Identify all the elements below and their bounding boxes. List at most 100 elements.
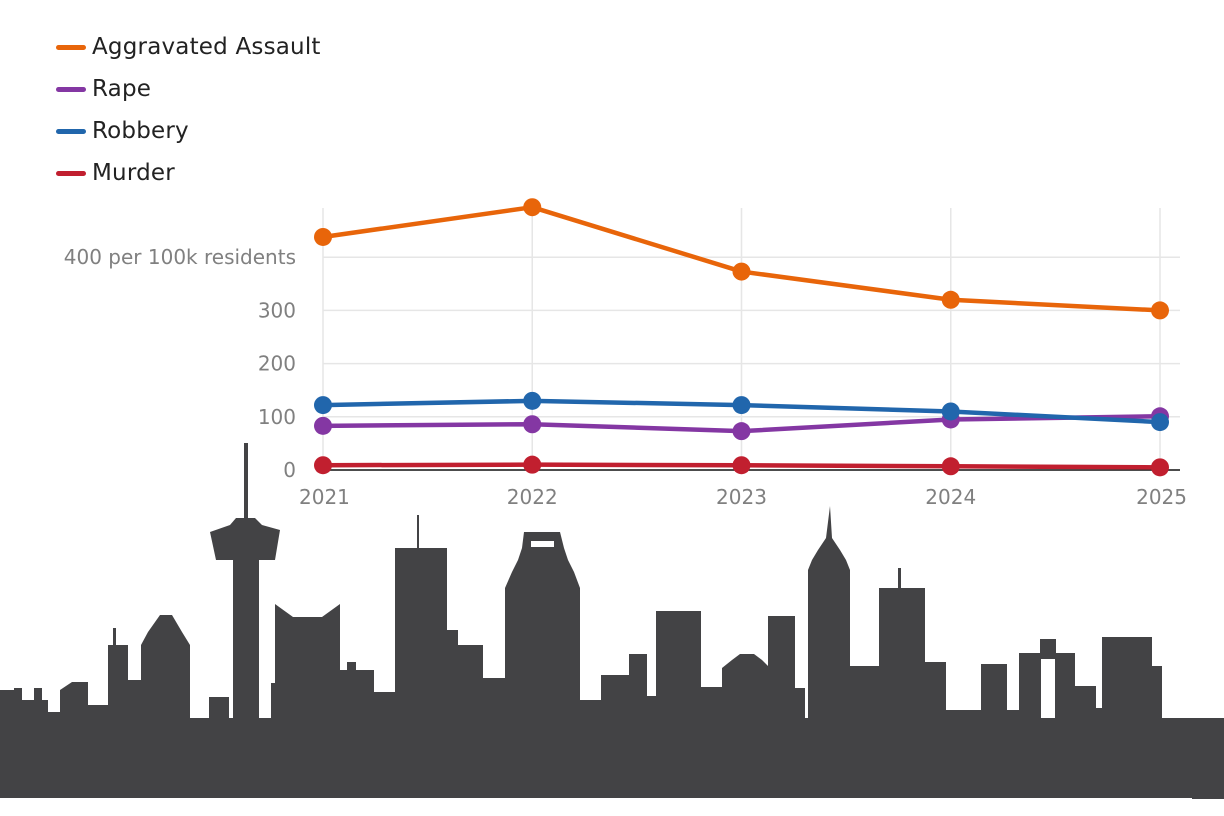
y-tick-label: 200 xyxy=(258,352,296,376)
skyline-building xyxy=(768,616,795,731)
data-point xyxy=(732,456,751,475)
skyline-building xyxy=(700,687,722,727)
data-series xyxy=(314,198,1169,477)
legend-label: Aggravated Assault xyxy=(92,34,321,60)
skyline-building xyxy=(108,645,128,725)
x-tick-label: 2021 xyxy=(299,485,350,509)
skyline-building xyxy=(14,688,22,718)
skyline-building xyxy=(898,568,901,590)
data-point xyxy=(1151,413,1169,432)
x-tick-label: 2025 xyxy=(1136,485,1187,509)
skyline-building xyxy=(198,718,210,730)
skyline-building xyxy=(275,604,340,728)
legend-item-murder: Murder xyxy=(56,152,321,194)
skyline-building xyxy=(48,712,62,732)
skyline-building xyxy=(457,645,483,735)
skyline-building xyxy=(1040,639,1056,659)
skyline-building xyxy=(113,628,116,648)
skyline-building xyxy=(190,718,200,738)
skyline-building xyxy=(879,588,925,728)
city-skyline-silhouette xyxy=(0,443,1224,799)
x-axis-ticks: 2021 2022 2023 2024 2025 xyxy=(299,485,1187,509)
data-point xyxy=(523,415,542,434)
y-tick-label: 0 xyxy=(283,458,296,482)
series-murder xyxy=(314,455,1169,477)
y-tick-label: 400 per 100k residents xyxy=(64,245,296,269)
data-point xyxy=(732,422,751,441)
legend-label: Rape xyxy=(92,76,152,102)
skyline-building xyxy=(258,728,272,738)
skyline-building xyxy=(1019,653,1041,733)
skyline-building xyxy=(446,630,458,730)
data-point xyxy=(732,262,751,281)
skyline-building xyxy=(656,611,701,731)
skyline-building xyxy=(233,555,259,730)
data-point xyxy=(732,396,751,415)
skyline-building xyxy=(1102,637,1152,732)
skyline-building xyxy=(417,515,419,550)
legend-swatch xyxy=(56,44,86,50)
skyline-building xyxy=(945,710,981,730)
skyline-window xyxy=(531,541,554,547)
skyline-building xyxy=(601,675,631,735)
legend-label: Robbery xyxy=(92,118,189,144)
data-point xyxy=(314,227,332,246)
chart-legend: Aggravated Assault Rape Robbery Murder xyxy=(56,26,321,194)
skyline-building xyxy=(34,688,42,708)
data-point xyxy=(1151,458,1169,477)
y-axis-ticks: 0 100 200 300 400 per 100k residents xyxy=(64,245,296,482)
legend-swatch xyxy=(56,128,86,134)
skyline-building xyxy=(629,654,647,734)
x-tick-label: 2024 xyxy=(925,485,976,509)
legend-swatch xyxy=(56,170,86,176)
skyline-building xyxy=(1005,710,1021,730)
legend-label: Murder xyxy=(92,160,175,186)
y-tick-label: 300 xyxy=(258,298,296,322)
skyline-building xyxy=(1074,686,1096,726)
skyline-building xyxy=(505,532,580,728)
skyline-building xyxy=(60,682,88,718)
legend-swatch xyxy=(56,86,86,92)
skyline-building xyxy=(924,662,946,732)
skyline-building xyxy=(482,678,508,728)
data-point xyxy=(523,455,542,474)
skyline-building xyxy=(271,683,277,733)
skyline-building xyxy=(1055,653,1075,733)
data-point xyxy=(523,391,542,410)
skyline-building xyxy=(244,443,248,523)
series-robbery xyxy=(314,391,1169,432)
data-point xyxy=(1151,301,1169,320)
skyline-building xyxy=(808,506,850,728)
legend-item-aggravated-assault: Aggravated Assault xyxy=(56,26,321,68)
skyline-building xyxy=(210,518,280,560)
skyline-building xyxy=(340,670,374,730)
skyline-building xyxy=(578,700,602,730)
legend-item-robbery: Robbery xyxy=(56,110,321,152)
skyline-building xyxy=(1096,708,1104,728)
skyline-building xyxy=(128,680,143,730)
y-tick-label: 100 xyxy=(258,405,296,429)
skyline-building xyxy=(88,705,110,725)
skyline-building xyxy=(1192,769,1224,799)
x-tick-label: 2023 xyxy=(716,485,767,509)
data-point xyxy=(314,456,332,475)
data-point xyxy=(523,198,542,217)
data-point xyxy=(941,457,960,476)
skyline-building xyxy=(1160,748,1194,778)
skyline-building xyxy=(374,692,396,732)
skyline-building xyxy=(722,654,770,728)
series-aggravated-assault xyxy=(314,198,1169,320)
skyline-building xyxy=(141,615,190,728)
skyline-building xyxy=(646,696,658,736)
skyline-building xyxy=(395,548,447,728)
skyline-building xyxy=(850,666,880,726)
legend-item-rape: Rape xyxy=(56,68,321,110)
skyline-building xyxy=(981,664,1007,734)
skyline-building xyxy=(209,697,229,737)
x-tick-label: 2022 xyxy=(507,485,558,509)
skyline-building xyxy=(795,688,805,728)
skyline-building xyxy=(347,662,356,672)
data-point xyxy=(941,402,960,421)
